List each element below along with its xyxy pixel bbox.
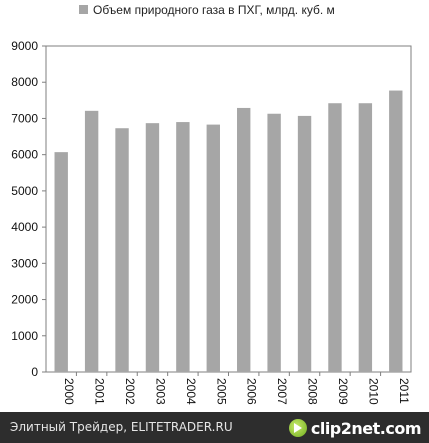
y-tick-label: 8000 [11,75,38,89]
plot-area: 0 1000 2000 3000 4000 5000 6000 7000 8000 9000 200… [11,39,412,405]
legend-swatch [79,5,88,14]
bar-2004 [176,122,190,372]
bar-2002 [115,128,129,372]
play-icon [288,419,307,437]
x-tick-label: 2008 [306,378,320,405]
x-tick-label: 2004 [184,378,198,405]
footer-bar: Элитный Трейдер, ELITETRADER.RU clip2net… [0,412,429,443]
x-tick-label: 2011 [397,378,411,404]
x-tick-label: 2007 [275,378,289,405]
x-tick-label: 2000 [62,378,76,405]
legend: Объем природного газа в ПХГ, млрд. куб. … [79,3,335,17]
x-tick-label: 2002 [123,378,137,405]
bar-2007 [267,113,281,372]
y-tick-label: 5000 [11,184,38,198]
x-tick-label: 2010 [366,378,380,405]
bar-2006 [237,107,251,372]
x-tick-label: 2001 [93,378,107,405]
bar-2008 [297,115,312,373]
bar-2011 [389,90,403,372]
x-tick-label: 2006 [245,378,259,405]
legend-label: Объем природного газа в ПХГ, млрд. куб. … [93,3,335,17]
bar-2009 [328,103,342,372]
logo-text: clip2net.com [310,418,422,438]
y-tick-label: 9000 [11,39,38,53]
x-tick-label: 2003 [153,378,167,405]
y-tick-label: 3000 [11,256,38,270]
x-tick-label: 2009 [336,378,350,405]
x-tick-label: 2005 [214,378,228,405]
y-tick-label: 6000 [11,148,38,162]
chart: Объем природного газа в ПХГ, млрд. куб. … [11,3,412,405]
bar-2005 [206,124,220,372]
y-tick-label: 7000 [11,111,38,125]
y-tick-label: 4000 [11,220,38,234]
bar-2010 [358,103,373,372]
clip2net-logo: clip2net.com [288,417,422,439]
bar-2001 [84,110,99,373]
bar-2003 [145,123,160,372]
plot-frame [45,45,412,373]
y-tick-label: 2000 [11,293,38,307]
y-tick-label: 0 [31,365,38,379]
bar-2000 [54,152,68,372]
y-tick-label: 1000 [11,329,38,343]
footer-caption: Элитный Трейдер, ELITETRADER.RU [10,420,233,434]
